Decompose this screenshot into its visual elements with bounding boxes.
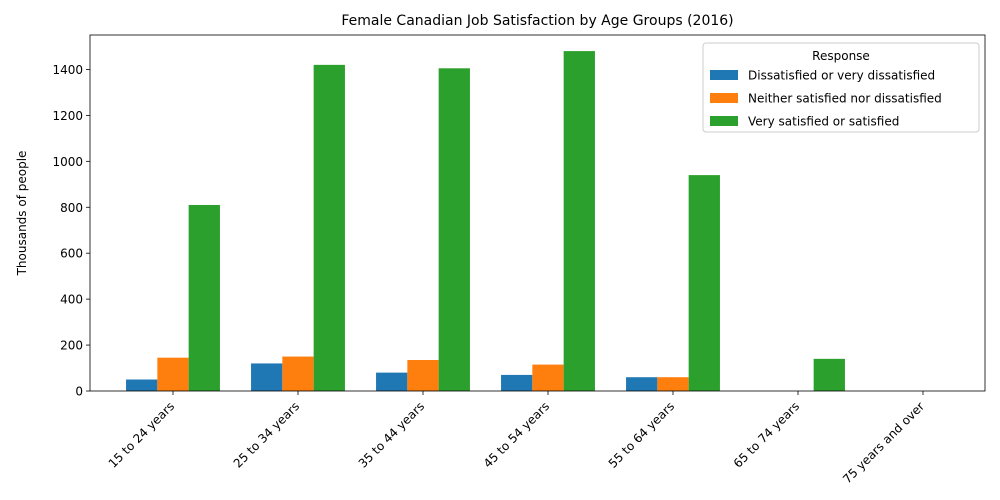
legend-swatch (710, 93, 738, 103)
bar (563, 51, 595, 391)
y-tick-label: 400 (60, 293, 83, 307)
legend: Response Dissatisfied or very dissatisfi… (702, 42, 980, 133)
y-tick-label: 200 (60, 339, 83, 353)
bar (438, 68, 470, 391)
y-tick-label: 1400 (52, 63, 83, 77)
legend-label: Very satisfied or satisfied (748, 115, 899, 129)
bar (501, 374, 533, 391)
y-tick-label: 1000 (52, 155, 83, 169)
bar (157, 357, 189, 391)
y-axis-label: Thousands of people (15, 151, 29, 277)
x-tick-label: 35 to 44 years (356, 399, 427, 470)
bar (188, 204, 220, 391)
y-tick-label: 1200 (52, 109, 83, 123)
x-tick-label: 15 to 24 years (106, 399, 177, 470)
chart-title: Female Canadian Job Satisfaction by Age … (341, 13, 733, 29)
x-tick-label: 55 to 64 years (606, 399, 677, 470)
bar (376, 372, 408, 391)
y-axis-ticks: 0 200 400 600 800 1000 1200 1400 (52, 63, 90, 399)
y-tick-label: 0 (75, 385, 83, 399)
legend-swatch (710, 70, 738, 80)
x-axis-ticks: 15 to 24 years 25 to 34 years 35 to 44 yea… (106, 391, 927, 486)
plot-frame (89, 34, 986, 392)
legend-box (702, 42, 980, 133)
bar (251, 363, 283, 391)
y-tick-label: 800 (60, 201, 83, 215)
x-tick-label: 75 years and over (840, 399, 927, 486)
x-tick-label: 25 to 34 years (231, 399, 302, 470)
x-tick-label: 45 to 54 years (481, 399, 552, 470)
legend-label: Dissatisfied or very dissatisfied (748, 69, 935, 83)
bar (313, 64, 345, 391)
legend-label: Neither satisfied nor dissatisfied (748, 92, 942, 106)
bar (626, 377, 658, 391)
bar (282, 356, 314, 391)
legend-title: Response (812, 49, 870, 63)
bar (813, 358, 845, 391)
y-tick-label: 600 (60, 247, 83, 261)
legend-items: Dissatisfied or very dissatisfied Neither… (710, 69, 942, 129)
bar (657, 377, 689, 391)
bar (407, 359, 439, 391)
bar (688, 175, 720, 391)
bar (532, 364, 564, 391)
legend-swatch (710, 116, 738, 126)
x-tick-label: 65 to 74 years (731, 399, 802, 470)
bar (126, 379, 158, 391)
bars (126, 51, 845, 391)
